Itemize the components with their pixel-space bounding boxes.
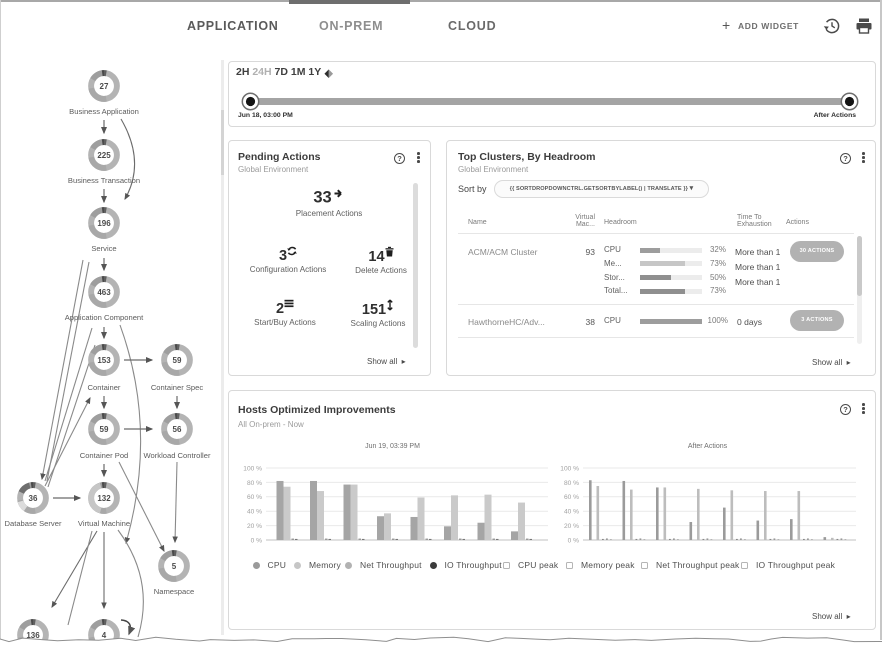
svg-text:80 %: 80 % — [247, 480, 262, 487]
svg-text:153: 153 — [97, 356, 111, 365]
svg-text:Container: Container — [88, 383, 121, 392]
svg-text:Container Pod: Container Pod — [80, 451, 129, 460]
svg-text:463: 463 — [97, 288, 111, 297]
svg-text:80 %: 80 % — [564, 480, 579, 487]
svg-text:132: 132 — [97, 494, 111, 503]
svg-text:59: 59 — [100, 425, 109, 434]
svg-text:136: 136 — [26, 631, 40, 640]
svg-text:Application Component: Application Component — [65, 313, 144, 322]
svg-text:0 %: 0 % — [251, 537, 262, 544]
svg-text:56: 56 — [173, 425, 182, 434]
svg-text:36: 36 — [29, 494, 38, 503]
svg-text:60 %: 60 % — [247, 494, 262, 501]
svg-text:40 %: 40 % — [564, 509, 579, 516]
svg-text:Service: Service — [91, 244, 116, 253]
svg-text:60 %: 60 % — [564, 494, 579, 501]
svg-text:Database Server: Database Server — [5, 519, 62, 528]
svg-text:40 %: 40 % — [247, 509, 262, 516]
svg-text:4: 4 — [102, 631, 107, 640]
svg-text:196: 196 — [97, 219, 111, 228]
svg-text:Namespace: Namespace — [154, 587, 195, 596]
svg-text:100 %: 100 % — [243, 465, 262, 472]
svg-text:Business Application: Business Application — [69, 107, 139, 116]
svg-text:Workload Controller: Workload Controller — [144, 451, 211, 460]
svg-text:Business Transaction: Business Transaction — [68, 176, 140, 185]
svg-text:100 %: 100 % — [560, 465, 579, 472]
svg-text:27: 27 — [100, 82, 109, 91]
svg-text:5: 5 — [172, 562, 177, 571]
svg-text:20 %: 20 % — [247, 523, 262, 530]
svg-text:225: 225 — [97, 151, 111, 160]
svg-text:20 %: 20 % — [564, 523, 579, 530]
svg-text:59: 59 — [173, 356, 182, 365]
svg-text:Virtual Machine: Virtual Machine — [78, 519, 130, 528]
svg-text:Container Spec: Container Spec — [151, 383, 204, 392]
svg-text:0 %: 0 % — [568, 537, 579, 544]
